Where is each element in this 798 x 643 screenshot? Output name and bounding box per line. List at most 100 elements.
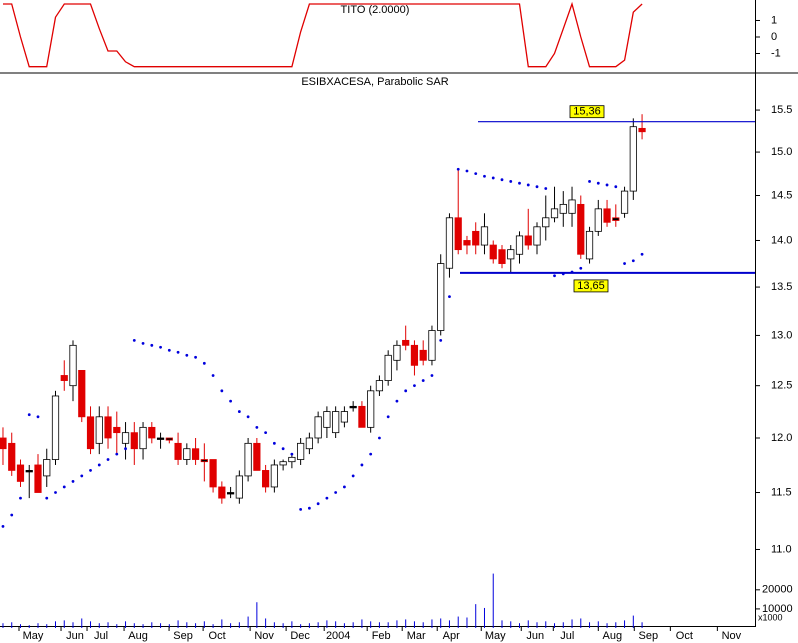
sar-dot (605, 183, 609, 187)
x-tick-label: Mar (407, 630, 426, 642)
x-tick-label: Jun (526, 630, 544, 642)
candle-body (60, 375, 68, 381)
sar-dot (631, 259, 635, 263)
sar-dot (220, 389, 224, 393)
candle-body (498, 249, 506, 264)
candle-body (515, 235, 524, 255)
candle-body (8, 442, 16, 471)
candle-body (454, 217, 462, 251)
sar-dot (54, 491, 57, 494)
y-tick-label: 12.0 (771, 432, 792, 444)
sar-dot (518, 181, 521, 185)
candle-body (262, 470, 270, 488)
sar-dot (71, 480, 75, 483)
y-tick-label: 20000 (762, 584, 793, 596)
sar-dot (378, 436, 381, 440)
candle-body (332, 411, 340, 434)
sar-dot (19, 496, 22, 500)
x-tick-label: Aug (603, 630, 623, 642)
x-tick-label: Oct (209, 630, 226, 642)
level-label-box (573, 279, 609, 293)
level-label-box (569, 105, 605, 119)
candle-body (130, 432, 138, 450)
candle-body (86, 416, 95, 450)
sar-dot (369, 452, 373, 456)
sar-dot (579, 266, 583, 270)
candle-body (437, 263, 445, 331)
sar-dot (80, 474, 84, 478)
candle-body (507, 249, 515, 260)
x-tick-label: Apr (443, 630, 460, 642)
chart-title: ESIBXACESA, Parabolic SAR (301, 76, 448, 88)
candle-body (410, 344, 419, 366)
sar-dot (299, 507, 303, 511)
y-tick-label: 15.0 (771, 146, 792, 158)
sar-dot (448, 295, 451, 298)
sar-dot (307, 506, 311, 510)
sar-dot (167, 348, 171, 352)
sar-dot (526, 183, 530, 187)
candle-body (323, 411, 331, 428)
sar-dot (185, 353, 189, 357)
candle-body (612, 217, 620, 221)
sar-dot (316, 502, 320, 506)
candle-body (402, 339, 410, 346)
sar-dot (430, 374, 434, 377)
sar-dot (290, 452, 294, 456)
sar-dot (325, 496, 329, 500)
candle-body (121, 432, 130, 444)
candle-body (463, 240, 471, 246)
sar-dot (176, 350, 180, 354)
x-tick-label: Aug (128, 630, 148, 642)
sar-dot (404, 389, 408, 393)
sar-dot (159, 345, 162, 349)
sar-dot (132, 338, 136, 342)
candle-body (78, 369, 86, 418)
y-tick-label: 0 (771, 31, 777, 43)
sar-dot (246, 415, 250, 419)
sar-dot (281, 447, 285, 451)
y-tick-label: 14.0 (771, 234, 792, 246)
sar-dot (500, 178, 504, 182)
candle-body (288, 456, 296, 463)
candle-body (200, 459, 208, 463)
x-tick-label: Nov (254, 630, 274, 642)
sar-dot (421, 379, 425, 382)
candle-body (16, 464, 25, 482)
candle-body (340, 411, 349, 423)
candle-body (472, 230, 480, 246)
level-label: 13,65 (577, 280, 605, 292)
y-tick-label: 11.5 (771, 486, 792, 498)
candle-body (445, 217, 454, 269)
y-tick-label: 1 (771, 14, 777, 26)
candle-body (104, 416, 112, 439)
sar-dot (588, 180, 591, 183)
sar-dot (202, 361, 206, 365)
candle-body (51, 395, 60, 460)
candle-body (174, 442, 182, 460)
sar-dot (544, 187, 548, 190)
sar-dot (623, 262, 626, 265)
candle-body (191, 448, 200, 460)
candle-body (638, 127, 646, 133)
candle-body (226, 492, 235, 495)
candle-body (95, 416, 103, 444)
sar-dot (535, 185, 539, 189)
candle-body (183, 448, 191, 460)
candle-body (480, 226, 489, 246)
sar-dot (413, 384, 416, 388)
sar-dot (141, 341, 145, 345)
candle-body (244, 442, 252, 477)
y-tick-label: 13.0 (771, 329, 792, 341)
sar-dot (553, 274, 556, 278)
sar-dot (509, 180, 513, 183)
sar-dot (360, 463, 364, 467)
candle-body (542, 217, 550, 228)
sar-dot (474, 172, 478, 176)
sar-dot (483, 174, 486, 178)
x-tick-label: May (485, 630, 506, 642)
candle-body (489, 244, 497, 260)
candle-body (559, 203, 567, 214)
candle-body (594, 208, 602, 232)
